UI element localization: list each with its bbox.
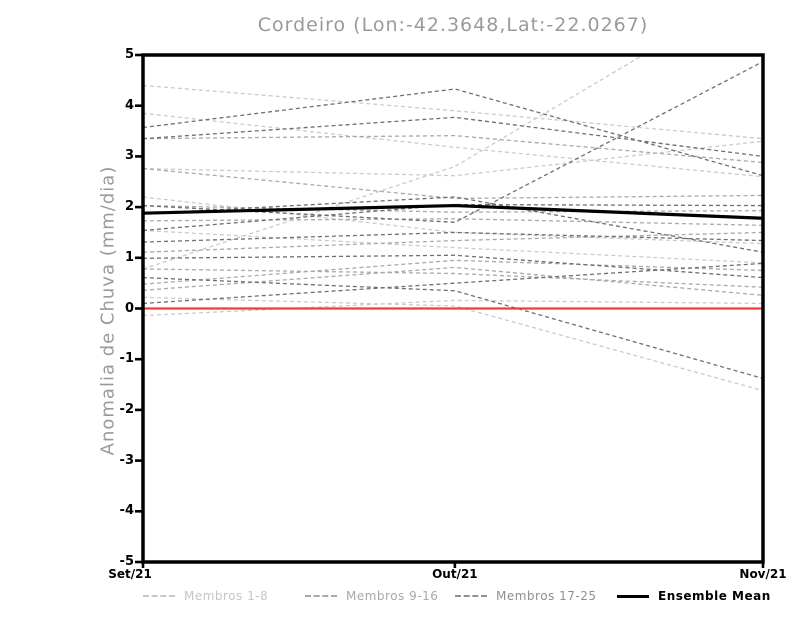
ensemble-member-line <box>143 262 763 305</box>
legend-label: Membros 17-25 <box>496 589 597 603</box>
ensemble-member-line <box>143 196 763 245</box>
legend-label: Membros 1-8 <box>184 589 269 603</box>
y-tick-label: 3 <box>124 148 134 164</box>
x-tick-label: Nov/21 <box>739 567 787 581</box>
ensemble-member-line <box>143 254 763 279</box>
ensemble-member-line <box>143 276 763 380</box>
ensemble-mean-line <box>142 203 764 220</box>
ensemble-member-line <box>143 112 763 178</box>
legend-dashed-line-sample <box>143 595 175 597</box>
ensemble-member-line <box>143 218 763 227</box>
legend-entry: Ensemble Mean <box>617 588 771 604</box>
chart-title: Cordeiro (Lon:-42.3648,Lat:-22.0267) <box>257 14 649 36</box>
y-tick-label: -4 <box>119 503 134 519</box>
ensemble-member-line <box>143 88 763 177</box>
legend-dashed-line-sample <box>305 595 337 597</box>
legend-label: Membros 9-16 <box>346 589 439 603</box>
y-tick-label: 4 <box>124 97 134 113</box>
y-tick-label: -3 <box>119 452 134 468</box>
ensemble-member-line <box>143 204 763 213</box>
ensemble-member-line <box>143 268 763 288</box>
legend-entry: Membros 9-16 <box>305 588 438 604</box>
ensemble-member-line <box>143 116 763 158</box>
y-tick-label: 1 <box>124 249 134 265</box>
ensemble-member-line <box>143 55 645 270</box>
ensemble-member-line <box>143 229 763 264</box>
ensemble-member-line <box>143 266 763 296</box>
y-tick-label: -2 <box>119 401 134 417</box>
ensemble-member-line <box>143 196 763 253</box>
legend-solid-line-sample <box>617 594 649 598</box>
ensemble-member-line <box>143 140 763 177</box>
legend-entry: Membros 1-8 <box>143 588 268 604</box>
x-tick-label: Set/21 <box>108 567 152 581</box>
x-tick-label: Out/21 <box>432 567 478 581</box>
ensemble-member-line <box>143 259 763 285</box>
y-tick-label: -5 <box>119 554 134 569</box>
legend-entry: Membros 17-25 <box>455 588 597 604</box>
y-tick-label: 2 <box>124 199 134 215</box>
ensemble-member-line <box>143 296 763 392</box>
ensemble-member-line <box>143 167 763 200</box>
legend-dashed-line-sample <box>455 595 487 597</box>
y-tick-label: 0 <box>124 300 134 316</box>
legend-label: Ensemble Mean <box>658 589 771 603</box>
ensemble-member-line <box>143 134 763 164</box>
y-tick-label: 5 <box>124 47 134 62</box>
ensemble-member-line <box>143 203 763 232</box>
y-tick-label: -1 <box>119 351 134 367</box>
ensemble-member-line <box>143 84 763 140</box>
